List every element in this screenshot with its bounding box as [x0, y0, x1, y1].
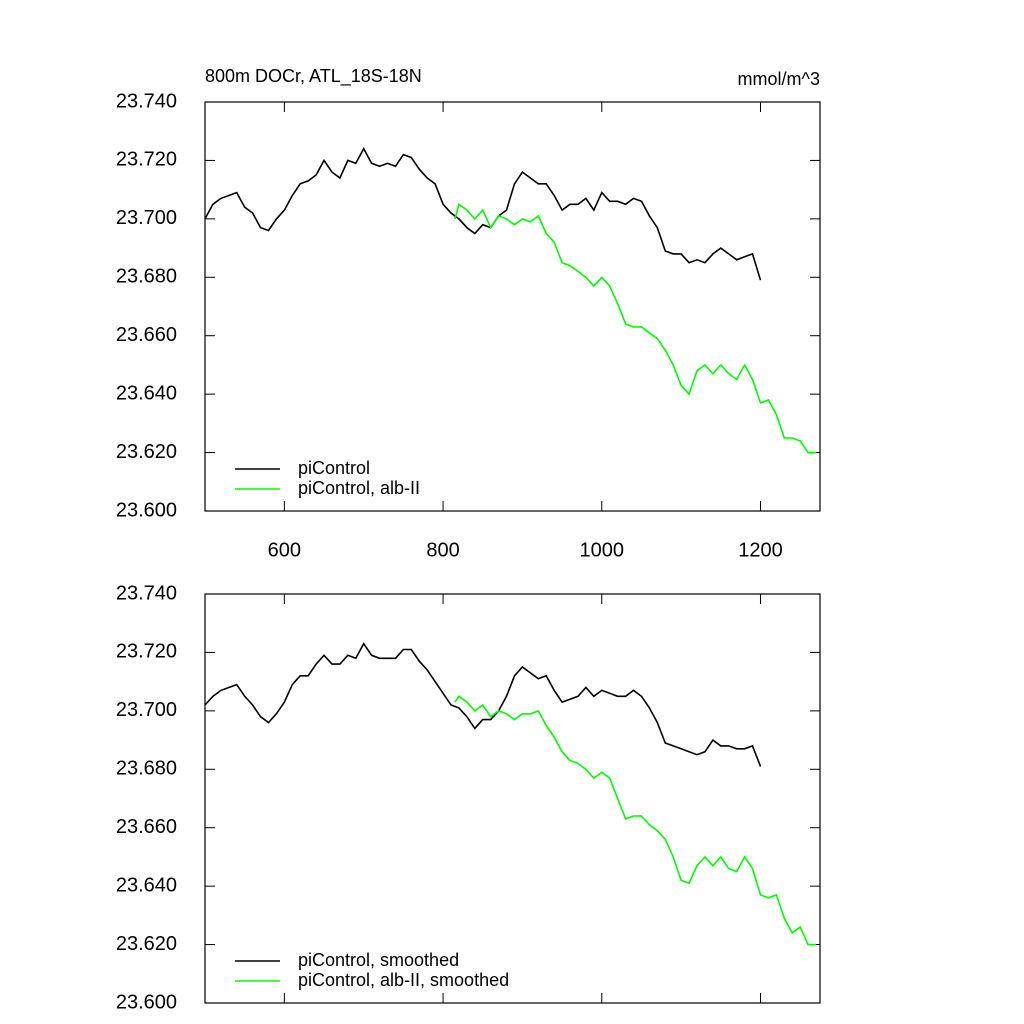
y-tick-label: 23.700: [116, 207, 177, 229]
legend-label: piControl, alb-II: [298, 478, 420, 498]
series-line: [454, 695, 816, 946]
y-tick-label: 23.720: [116, 641, 177, 663]
y-tick-label: 23.600: [116, 499, 177, 521]
x-tick-label: 800: [426, 539, 459, 561]
x-tick-label: 600: [268, 539, 301, 561]
x-tick-label: 1000: [580, 539, 625, 561]
y-tick-label: 23.720: [116, 149, 177, 171]
y-tick-label: 23.680: [116, 758, 177, 780]
y-tick-label: 23.700: [116, 699, 177, 721]
y-tick-label: 23.660: [116, 324, 177, 346]
legend-label: piControl, smoothed: [298, 950, 459, 970]
y-tick-label: 23.620: [116, 441, 177, 463]
y-tick-label: 23.600: [116, 991, 177, 1013]
legend-label: piControl, alb-II, smoothed: [298, 970, 509, 990]
legend-label: piControl: [298, 458, 370, 478]
series-line: [204, 147, 762, 281]
y-tick-label: 23.640: [116, 874, 177, 896]
x-tick-label: 1200: [738, 539, 783, 561]
y-tick-label: 23.740: [116, 582, 177, 604]
y-tick-label: 23.740: [116, 90, 177, 112]
chart-title: 800m DOCr, ATL_18S-18N: [205, 66, 422, 87]
y-tick-label: 23.660: [116, 816, 177, 838]
y-tick-label: 23.680: [116, 266, 177, 288]
plot-frame: [204, 101, 821, 512]
units-label: mmol/m^3: [738, 69, 820, 89]
series-line: [454, 202, 816, 454]
y-tick-label: 23.640: [116, 382, 177, 404]
series-line: [204, 642, 762, 767]
y-tick-label: 23.620: [116, 933, 177, 955]
plot-frame: [204, 593, 821, 1004]
